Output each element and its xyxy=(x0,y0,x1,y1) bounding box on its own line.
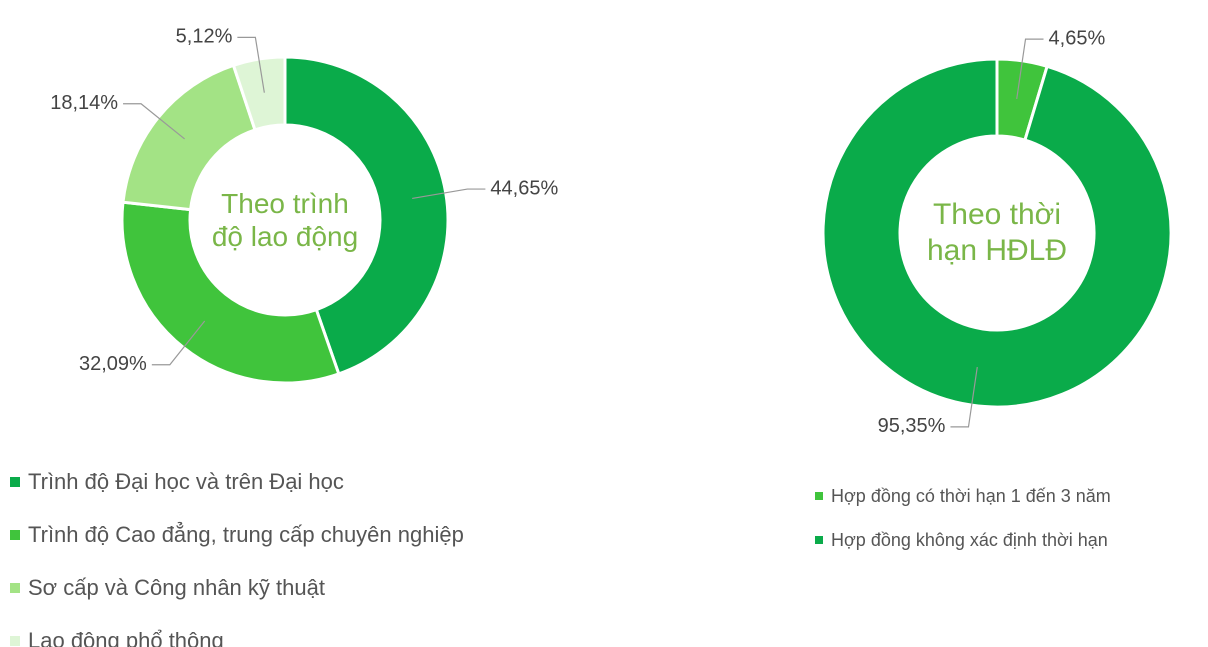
data-label: 4,65% xyxy=(1049,27,1106,49)
legend-swatch xyxy=(10,476,20,487)
legend-item: Trình độ Đại học và trên Đại học xyxy=(10,455,464,508)
legend-item: Lao động phổ thông xyxy=(10,614,464,647)
legend-swatch xyxy=(815,536,823,544)
legend: Trình độ Đại học và trên Đại học Trình độ… xyxy=(10,455,464,647)
leader-line xyxy=(412,188,486,200)
legend-item: Hợp đồng có thời hạn 1 đến 3 năm xyxy=(815,474,1111,518)
donut-slice xyxy=(821,57,1173,409)
leader-line xyxy=(123,103,186,140)
donut-slice xyxy=(283,55,450,376)
data-label: 32,09% xyxy=(79,353,147,375)
data-label: 5,12% xyxy=(176,26,233,48)
center-title: Theo thời hạn HĐLĐ xyxy=(926,198,1068,267)
legend-item: Trình độ Cao đẳng, trung cấp chuyên nghi… xyxy=(10,508,464,561)
legend: Hợp đồng có thời hạn 1 đến 3 năm Hợp đồng… xyxy=(815,474,1111,562)
leader-line xyxy=(237,36,265,93)
legend-label: Hợp đồng không xác định thời hạn xyxy=(831,529,1108,550)
legend-label: Lao động phổ thông xyxy=(28,627,224,647)
legend-swatch xyxy=(10,582,20,593)
legend-swatch xyxy=(815,492,823,500)
legend-label: Sơ cấp và Công nhân kỹ thuật xyxy=(28,574,325,600)
legend-item: Sơ cấp và Công nhân kỹ thuật xyxy=(10,561,464,614)
data-label: 44,65% xyxy=(490,177,558,199)
legend-item: Hợp đồng không xác định thời hạn xyxy=(815,518,1111,562)
legend-swatch xyxy=(10,635,20,646)
legend-swatch xyxy=(10,529,20,540)
leader-line xyxy=(1016,38,1044,100)
legend-label: Trình độ Đại học và trên Đại học xyxy=(28,468,344,494)
data-label: 18,14% xyxy=(50,92,118,114)
data-label: 95,35% xyxy=(878,415,946,437)
center-title: Theo trình độ lao động xyxy=(211,187,359,253)
leader-line xyxy=(151,320,206,366)
leader-line xyxy=(950,366,978,428)
donut-slice xyxy=(231,55,287,132)
donut-slice xyxy=(120,200,341,385)
legend-label: Trình độ Cao đẳng, trung cấp chuyên nghi… xyxy=(28,521,464,547)
legend-label: Hợp đồng có thời hạn 1 đến 3 năm xyxy=(831,485,1111,506)
